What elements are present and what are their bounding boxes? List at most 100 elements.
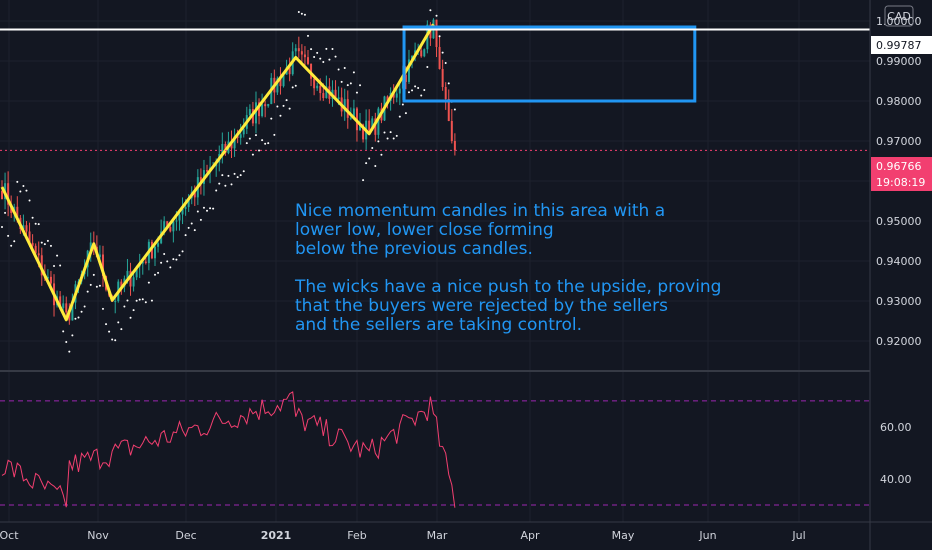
annotation-line-6: and the sellers are taking control.: [295, 315, 583, 335]
sar-dot: [285, 99, 288, 102]
sar-dot: [83, 305, 86, 308]
candle-body: [16, 206, 19, 218]
sar-dot: [395, 134, 398, 137]
sar-dot: [218, 182, 221, 185]
candle-body: [175, 220, 178, 222]
sar-dot: [163, 253, 166, 256]
sar-dot: [160, 261, 163, 264]
sar-dot: [294, 84, 297, 87]
candle-body: [435, 19, 438, 47]
sar-dot: [435, 14, 438, 17]
sar-dot: [37, 223, 40, 226]
sar-dot: [343, 66, 346, 69]
sar-dot: [46, 239, 49, 242]
sar-dot: [10, 244, 13, 247]
candle-body: [144, 261, 147, 264]
sar-dot: [74, 317, 77, 320]
sar-dot: [236, 176, 239, 179]
sar-dot: [389, 131, 392, 134]
candle-body: [368, 120, 371, 131]
sar-dot: [175, 258, 178, 261]
sar-dot: [62, 330, 65, 333]
sar-dot: [325, 47, 328, 50]
time-tick-label: Feb: [347, 529, 366, 542]
price-tick-label: 0.99000: [876, 55, 922, 68]
annotation-line-2: lower low, lower close forming: [295, 220, 554, 240]
sar-dot: [426, 65, 429, 68]
candle-body: [184, 207, 187, 209]
sar-dot: [166, 260, 169, 263]
sar-dot: [444, 62, 447, 64]
sar-dot: [233, 172, 236, 175]
sar-dot: [150, 299, 153, 302]
sar-dot: [441, 51, 444, 54]
sar-dot: [322, 61, 325, 64]
time-tick-label: Mar: [427, 529, 448, 542]
sar-dot: [270, 117, 273, 120]
candle-body: [261, 104, 264, 117]
sar-dot: [56, 254, 59, 257]
candle-body: [34, 245, 37, 254]
sar-dot: [273, 133, 276, 136]
candle-body: [349, 117, 352, 119]
candle-body: [392, 92, 395, 98]
annotation-text: Nice momentum candles in this area with …: [295, 202, 721, 335]
rsi-axis-ticks: 40.00 60.00: [880, 421, 912, 486]
annotation-spacer: [295, 259, 721, 278]
time-tick-label: Jul: [791, 529, 805, 542]
candle-body: [282, 74, 285, 87]
sar-dot: [212, 207, 215, 210]
candle-body: [374, 118, 377, 135]
candle-body: [25, 225, 28, 232]
sar-dot: [65, 341, 68, 344]
sar-dot: [86, 290, 89, 293]
sar-dot: [111, 338, 114, 341]
sar-dot: [43, 243, 46, 246]
sar-dot: [303, 13, 306, 16]
sar-dot: [420, 94, 423, 97]
candle-body: [68, 312, 71, 321]
sar-dot: [245, 142, 248, 145]
sar-dot: [279, 114, 282, 117]
candle-body: [22, 225, 25, 230]
sar-dot: [138, 298, 141, 301]
time-tick-label: 2021: [261, 529, 292, 542]
sar-dot: [77, 316, 80, 319]
candle-body: [126, 270, 129, 279]
current-price-label: 0.96766: [876, 160, 922, 173]
candle-body: [371, 118, 374, 131]
candle-body: [135, 266, 138, 278]
sar-dot: [196, 210, 199, 213]
candle-body: [325, 86, 328, 99]
candle-body: [411, 55, 414, 60]
sar-dot: [1, 225, 3, 228]
annotation-line-1: Nice momentum candles in this area with …: [295, 201, 666, 221]
candles: [1, 18, 456, 325]
sar-dot: [22, 185, 25, 188]
candle-body: [178, 214, 181, 221]
candle-body: [248, 109, 251, 116]
sar-dot: [53, 265, 56, 268]
sar-dot: [429, 9, 432, 12]
candle-body: [233, 136, 236, 149]
candle-body: [294, 48, 297, 52]
annotation-line-4: The wicks have a nice push to the upside…: [295, 277, 722, 297]
sar-dot: [114, 339, 117, 342]
candle-body: [444, 87, 447, 99]
sar-dot: [362, 179, 365, 182]
sar-dot: [187, 226, 190, 229]
candle-body: [169, 227, 172, 232]
sar-dot: [59, 264, 62, 267]
sar-dot: [184, 234, 187, 237]
currency-badge[interactable]: [884, 5, 914, 27]
candle-body: [129, 270, 132, 287]
parabolic-sar-dots: [1, 9, 456, 353]
sar-dot: [267, 142, 270, 145]
candle-body: [65, 303, 68, 313]
price-tick-label: 0.94000: [876, 255, 922, 268]
candle-body: [316, 85, 319, 89]
sar-dot: [340, 80, 343, 83]
resistance-price-tag: [871, 36, 932, 54]
sar-dot: [224, 184, 227, 187]
